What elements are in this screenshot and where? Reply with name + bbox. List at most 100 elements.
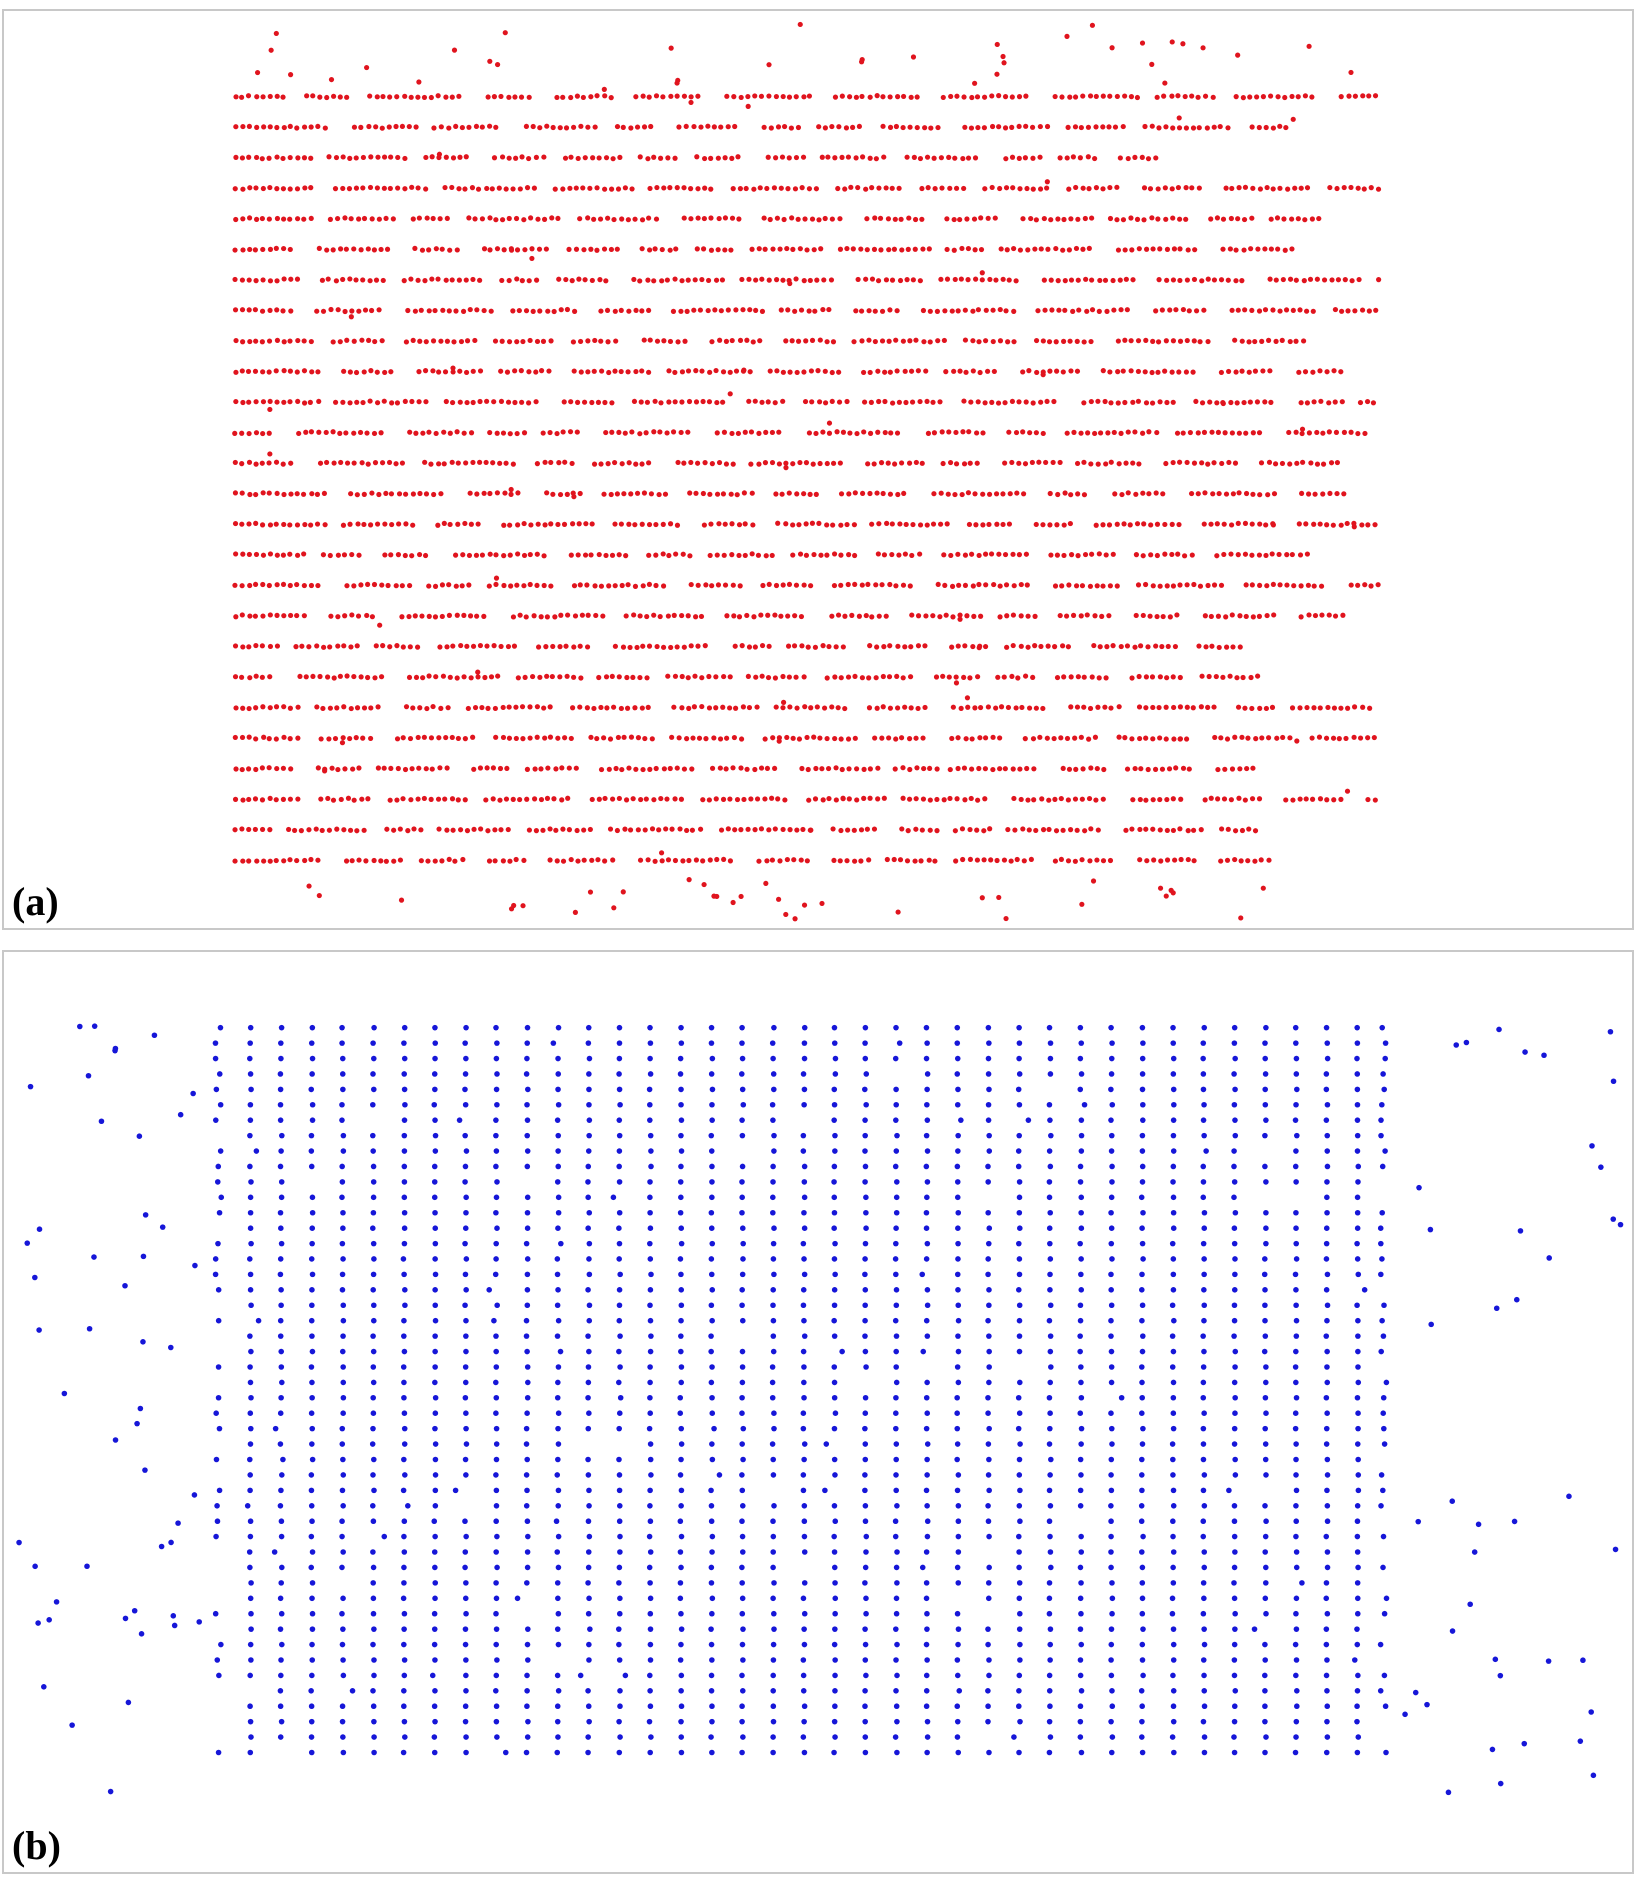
data-point (1365, 796, 1371, 803)
data-point (1368, 583, 1374, 589)
data-point (1078, 1533, 1084, 1540)
data-point (913, 459, 919, 466)
data-point (1033, 337, 1040, 344)
data-point (413, 124, 419, 130)
data-point (572, 308, 578, 314)
data-point (1338, 522, 1344, 528)
data-point (885, 216, 892, 222)
data-point (637, 675, 643, 681)
data-point (876, 398, 882, 405)
data-point (946, 154, 952, 160)
data-point (463, 1055, 469, 1062)
data-point (1035, 308, 1041, 314)
data-point (498, 368, 504, 374)
data-point (1128, 94, 1135, 100)
data-point (646, 552, 652, 558)
data-point (576, 276, 582, 282)
data-point (459, 125, 465, 131)
data-point (494, 1657, 500, 1663)
data-point (889, 551, 895, 558)
data-point (605, 215, 611, 221)
data-point (493, 1487, 500, 1494)
data-point (577, 338, 584, 345)
data-point (351, 583, 357, 589)
data-point (402, 1287, 408, 1293)
data-point (405, 307, 411, 314)
data-point (780, 699, 787, 705)
data-point (1235, 552, 1241, 558)
data-point (764, 765, 771, 771)
data-point (1025, 1117, 1032, 1123)
data-point (372, 338, 378, 345)
data-point (695, 186, 701, 192)
data-point (1116, 734, 1122, 740)
data-point (859, 490, 866, 496)
data-point (887, 491, 894, 497)
data-point (496, 185, 502, 191)
data-point (688, 459, 694, 466)
data-point (409, 553, 415, 559)
data-point (830, 339, 837, 345)
data-point (681, 644, 687, 650)
data-point (800, 1688, 807, 1694)
data-point (401, 1394, 407, 1401)
data-point (647, 1117, 653, 1123)
data-point (280, 1456, 286, 1463)
data-point (472, 704, 479, 711)
data-point (1118, 430, 1124, 436)
data-point (769, 429, 776, 436)
data-point (457, 368, 463, 374)
data-point (1225, 826, 1231, 832)
data-point (1100, 858, 1107, 864)
data-point (586, 1641, 592, 1648)
data-point (924, 1379, 930, 1386)
data-point (1016, 1503, 1023, 1509)
data-point (688, 99, 694, 105)
data-point (852, 490, 858, 496)
data-point (1341, 184, 1347, 191)
data-point (740, 704, 746, 710)
data-point (267, 612, 273, 618)
data-point (1093, 93, 1099, 100)
data-point (1047, 1533, 1053, 1540)
data-point (584, 705, 590, 711)
data-point (273, 704, 280, 710)
data-point (1157, 674, 1163, 680)
data-point (986, 491, 993, 497)
data-point (1065, 644, 1071, 650)
data-point (990, 338, 996, 345)
data-point (1146, 429, 1152, 435)
data-point (1077, 1672, 1084, 1679)
data-point (523, 1425, 530, 1432)
data-point (505, 826, 511, 833)
data-point (1134, 94, 1141, 101)
data-point (1170, 1040, 1177, 1046)
data-point (1081, 400, 1087, 406)
data-point (354, 399, 360, 405)
data-point (456, 277, 462, 283)
data-point (361, 215, 368, 222)
data-point (266, 430, 272, 436)
data-point (351, 797, 357, 803)
data-point (981, 125, 987, 131)
data-point (1110, 551, 1116, 557)
data-point (874, 490, 880, 496)
data-point (756, 246, 762, 252)
data-point (360, 400, 366, 406)
data-point (452, 552, 459, 558)
data-point (246, 123, 252, 129)
data-point (247, 246, 253, 253)
data-point (924, 1472, 930, 1478)
data-point (774, 215, 780, 221)
data-point (678, 1641, 684, 1648)
data-point (340, 1472, 347, 1478)
data-point (669, 734, 675, 740)
data-point (814, 704, 820, 710)
data-point (793, 276, 799, 282)
data-point (317, 460, 324, 466)
data-point (606, 583, 612, 589)
data-point (967, 856, 974, 862)
data-point (681, 460, 687, 466)
data-point (1201, 429, 1208, 435)
data-point (768, 125, 774, 131)
